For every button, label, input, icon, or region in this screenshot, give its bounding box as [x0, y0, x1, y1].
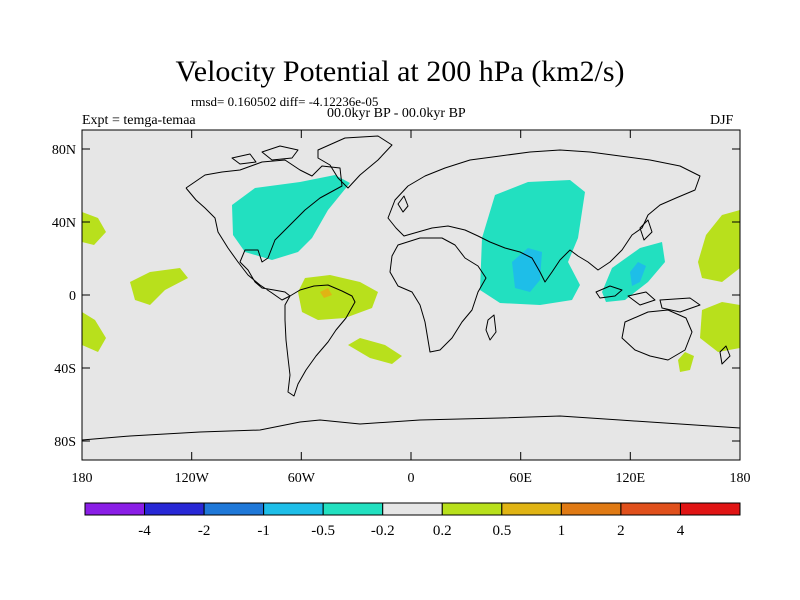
- coastline-africa: [389, 237, 487, 353]
- colorbar-label: -0.5: [311, 523, 335, 539]
- stats-line: rmsd= 0.160502 diff= -4.12236e-05: [191, 94, 379, 109]
- colorbar-label: 4: [677, 523, 685, 539]
- coastline-japan: [639, 219, 653, 241]
- colorbar-box: [203, 502, 265, 516]
- colorbar-box: [144, 502, 205, 516]
- anomaly-west-edge-south: [82, 312, 106, 352]
- colorbar-box: [620, 502, 681, 516]
- coastline-australia: [621, 309, 693, 361]
- core-amazon: [320, 288, 332, 298]
- core-west-pacific: [630, 262, 646, 286]
- x-label-60w: 60W: [288, 471, 316, 486]
- x-label-60e: 60E: [509, 471, 532, 486]
- anomaly-tasman: [678, 352, 694, 372]
- positive-anomaly-regions: [82, 210, 740, 372]
- coastline-madagascar: [485, 314, 497, 341]
- anomaly-south-atlantic: [348, 338, 402, 364]
- y-axis: [82, 148, 740, 442]
- colorbar-label: -2: [198, 523, 211, 539]
- colorbar-box: [263, 502, 324, 516]
- colorbar-box: [679, 502, 741, 516]
- y-label-80s: 80S: [54, 435, 76, 450]
- coastline-south-america: [284, 284, 356, 397]
- y-label-0: 0: [69, 289, 76, 304]
- season-label: DJF: [710, 113, 734, 128]
- negative-anomaly-regions: [232, 175, 665, 305]
- colorbar-box: [84, 502, 146, 516]
- colorbar-label: 0.2: [433, 523, 452, 539]
- x-label-120e: 120E: [616, 471, 646, 486]
- coastline-arctic-islands: [231, 145, 299, 165]
- anomaly-central-pacific: [698, 210, 740, 282]
- colorbar-label: -1: [257, 523, 270, 539]
- coastline-uk: [397, 195, 409, 213]
- anomaly-indian-ocean: [480, 180, 585, 305]
- colorbar-box: [560, 502, 622, 516]
- coastline-new-zealand: [719, 345, 731, 365]
- colorbar-box: [322, 502, 384, 516]
- colorbar-labels: -4 -2 -1 -0.5 -0.2 0.2 0.5 1 2 4: [138, 523, 684, 539]
- anomaly-west-edge-north: [82, 212, 106, 245]
- colorbar-box: [382, 502, 443, 516]
- colorbar-label: 1: [558, 523, 566, 539]
- map-title: Velocity Potential at 200 hPa (km2/s): [175, 55, 625, 88]
- anomaly-north-america: [232, 175, 350, 260]
- x-axis: [81, 130, 741, 460]
- experiment-label: Expt = temga-temaa: [82, 113, 196, 128]
- coastline-antarctica: [81, 415, 741, 441]
- coastlines: [81, 135, 741, 441]
- coastline-eurasia: [387, 149, 701, 283]
- coastline-maritime-continent: [595, 285, 701, 313]
- colorbar: [84, 502, 741, 516]
- x-label-120w: 120W: [175, 471, 210, 486]
- coastline-north-america: [185, 159, 343, 301]
- colorbar-label: -0.2: [371, 523, 395, 539]
- colorbar-label: 2: [617, 523, 625, 539]
- colorbar-box: [441, 502, 503, 516]
- y-label-40n: 40N: [52, 216, 76, 231]
- x-label-0: 0: [408, 471, 415, 486]
- y-label-80n: 80N: [52, 143, 76, 158]
- x-label-180w: 180: [72, 471, 93, 486]
- colorbar-label: 0.5: [492, 523, 511, 539]
- anomaly-south-america: [298, 275, 378, 320]
- x-axis-labels: 180 120W 60W 0 60E 120E 180: [72, 471, 751, 486]
- colorbar-label: -4: [138, 523, 151, 539]
- coastline-greenland: [317, 135, 393, 189]
- core-indian-ocean: [512, 248, 542, 292]
- colorbar-box: [501, 502, 562, 516]
- anomaly-southwest-pacific: [700, 302, 740, 352]
- x-label-180e: 180: [730, 471, 751, 486]
- period-label: 00.0kyr BP - 00.0kyr BP: [327, 106, 466, 121]
- map-background: [82, 130, 740, 460]
- y-axis-labels: 80N 40N 0 40S 80S: [52, 143, 76, 450]
- anomaly-east-pacific: [130, 268, 188, 305]
- y-label-40s: 40S: [54, 362, 76, 377]
